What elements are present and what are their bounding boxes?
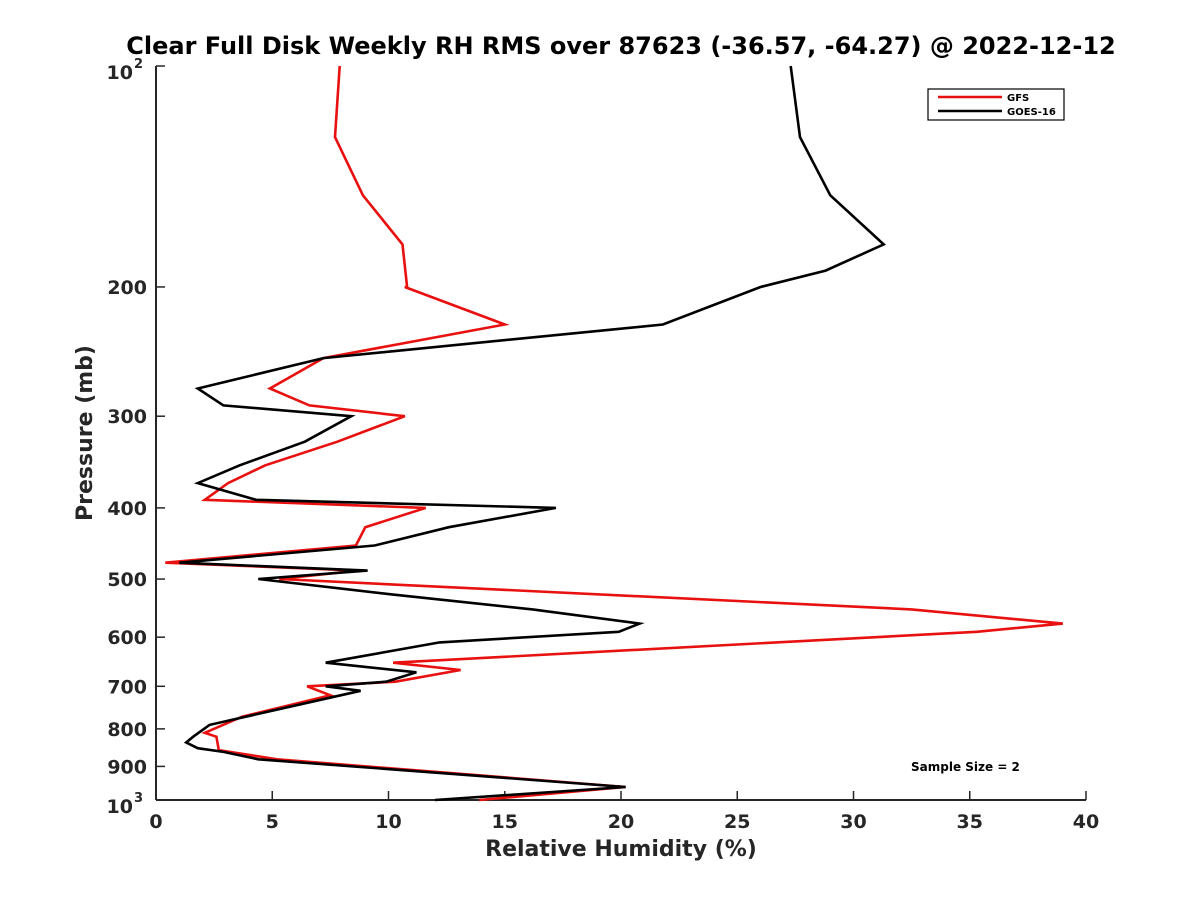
y-tick-label-exponent: 2	[134, 57, 143, 72]
legend-label-goes16: GOES-16	[1007, 107, 1056, 118]
series-line-goes16	[179, 65, 887, 802]
legend-box	[927, 88, 1065, 121]
y-tick-label: 800	[107, 719, 147, 741]
y-tick-label: 10	[107, 796, 133, 818]
x-tick-label: 20	[608, 811, 634, 833]
x-tick-label: 30	[840, 811, 866, 833]
plot-area: 0 5 10 15 20 25 30 35 40 10 220030040050060070080…	[107, 57, 1100, 833]
y-tick-label: 900	[107, 756, 147, 778]
legend: GFS GOES-16	[927, 88, 1065, 121]
y-tick-label: 600	[107, 627, 147, 649]
series-lines	[165, 65, 1063, 802]
x-tick-label: 15	[492, 811, 518, 833]
legend-label-gfs: GFS	[1007, 93, 1029, 104]
y-tick-label: 300	[107, 406, 147, 428]
y-tick-label-exponent: 3	[134, 791, 143, 806]
x-axis-label: Relative Humidity (%)	[485, 837, 757, 862]
y-axis-label: Pressure (mb)	[73, 345, 98, 521]
y-tick-label: 200	[107, 277, 147, 299]
x-tick-label: 5	[266, 811, 279, 833]
y-tick-label: 700	[107, 676, 147, 698]
x-tick-label: 25	[724, 811, 750, 833]
x-ticks: 0 5 10 15 20 25 30 35 40	[149, 791, 1099, 833]
y-tick-label: 500	[107, 569, 147, 591]
x-tick-label: 35	[957, 811, 983, 833]
sample-size-annotation: Sample Size = 2	[911, 760, 1020, 774]
chart-title: Clear Full Disk Weekly RH RMS over 87623…	[126, 32, 1115, 60]
y-tick-label: 400	[107, 498, 147, 520]
x-tick-label: 0	[149, 811, 162, 833]
x-tick-label: 10	[375, 811, 401, 833]
y-tick-label: 10	[107, 62, 133, 84]
x-tick-label: 40	[1073, 811, 1099, 833]
